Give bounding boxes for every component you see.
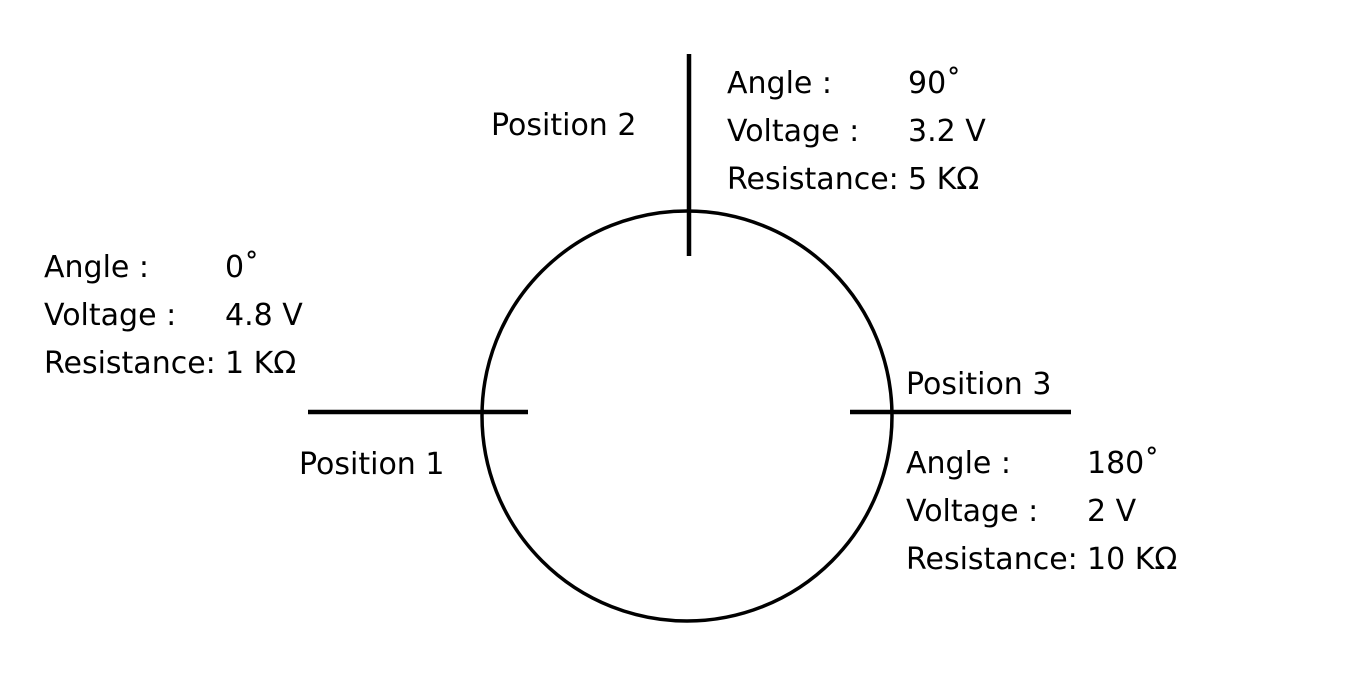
voltage-label: Voltage :	[727, 114, 860, 149]
resistance-value: 1 KΩ	[225, 346, 297, 381]
angle-label: Angle :	[906, 446, 1012, 481]
voltage-value: 4.8 V	[225, 298, 303, 333]
resistance-row: Resistance: 5 KΩ	[727, 156, 1027, 204]
potentiometer-circle	[480, 209, 894, 623]
angle-value: 180˚	[1087, 446, 1160, 481]
angle-row: Angle : 90˚	[727, 60, 1027, 108]
angle-value: 90˚	[908, 66, 962, 101]
voltage-label: Voltage :	[906, 494, 1039, 529]
resistance-row: Resistance: 1 KΩ	[44, 340, 344, 388]
position-1-label: Position 1	[299, 447, 445, 482]
resistance-row: Resistance: 10 KΩ	[906, 536, 1226, 584]
voltage-row: Voltage : 3.2 V	[727, 108, 1027, 156]
position-3-label: Position 3	[906, 367, 1052, 402]
position-2-label: Position 2	[491, 108, 637, 143]
voltage-value: 3.2 V	[908, 114, 986, 149]
voltage-label: Voltage :	[44, 298, 177, 333]
angle-value: 0˚	[225, 250, 260, 285]
angle-row: Angle : 0˚	[44, 244, 344, 292]
resistance-value: 5 KΩ	[908, 162, 980, 197]
voltage-row: Voltage : 2 V	[906, 488, 1226, 536]
resistance-value: 10 KΩ	[1087, 542, 1178, 577]
resistance-label: Resistance:	[906, 542, 1078, 577]
position-3-info: Angle : 180˚ Voltage : 2 V Resistance: 1…	[906, 440, 1226, 584]
position-1-info: Angle : 0˚ Voltage : 4.8 V Resistance: 1…	[44, 244, 344, 388]
angle-label: Angle :	[727, 66, 833, 101]
angle-row: Angle : 180˚	[906, 440, 1226, 488]
resistance-label: Resistance:	[727, 162, 899, 197]
resistance-label: Resistance:	[44, 346, 216, 381]
voltage-value: 2 V	[1087, 494, 1137, 529]
voltage-row: Voltage : 4.8 V	[44, 292, 344, 340]
angle-label: Angle :	[44, 250, 150, 285]
position-2-info: Angle : 90˚ Voltage : 3.2 V Resistance: …	[727, 60, 1027, 204]
